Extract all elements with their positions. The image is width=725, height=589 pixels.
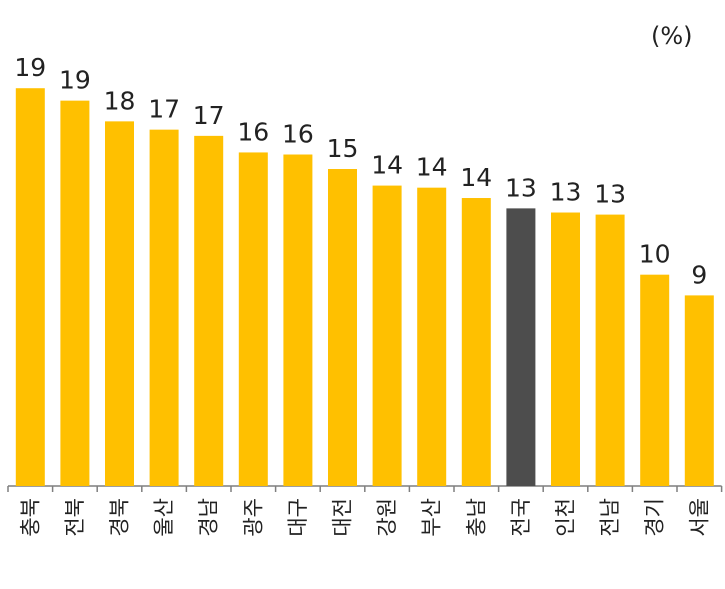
data-label: 13 [505,173,537,202]
category-label: 경기 [643,498,667,537]
data-label: 13 [550,178,582,207]
data-label: 17 [148,95,180,124]
bar-광주 [238,152,268,486]
data-label: 13 [594,180,626,209]
category-label: 대전 [331,498,355,537]
category-label: 전북 [63,498,87,537]
category-label: 인천 [554,498,578,537]
bar-경기 [640,274,670,486]
data-label: 19 [59,66,91,95]
bar-경북 [105,121,134,486]
bar-전북 [60,100,90,487]
unit-label: (%) [651,22,693,50]
category-label: 경남 [197,498,221,537]
data-label: 16 [237,117,269,146]
bar-전국 [506,208,536,486]
bar-부산 [417,187,447,486]
bar-인천 [551,212,580,486]
bar-대전 [328,169,357,486]
data-label: 9 [691,260,707,289]
category-label: 광주 [241,498,265,537]
bar-서울 [684,295,714,486]
data-label: 10 [639,240,671,269]
category-label: 강원 [375,498,399,537]
data-label: 14 [371,151,403,180]
data-label: 14 [416,153,448,182]
data-label: 15 [327,134,359,163]
bar-경남 [194,135,224,486]
category-label: 충북 [18,498,42,537]
bar-강원 [372,185,402,487]
category-label: 대구 [286,498,310,537]
data-label: 14 [460,163,492,192]
category-label: 울산 [152,498,176,537]
bar-충북 [15,88,45,486]
data-label: 19 [14,53,46,82]
bar-전남 [595,214,625,486]
data-label: 17 [193,101,225,130]
category-label: 경북 [108,498,132,537]
data-label: 18 [104,86,136,115]
category-label: 부산 [420,498,444,537]
bar-대구 [283,154,313,486]
category-label: 서울 [687,498,711,537]
bar-울산 [149,129,179,486]
data-label: 16 [282,120,314,149]
bar-충남 [461,198,491,486]
category-label: 전남 [598,498,622,537]
category-label: 전국 [509,498,533,537]
category-label: 충남 [464,498,488,537]
